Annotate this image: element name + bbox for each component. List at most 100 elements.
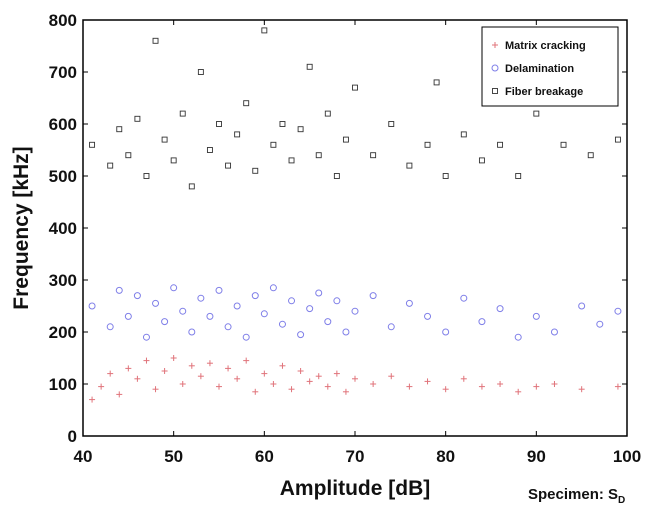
data-point-plus [533,383,540,390]
data-point-circle [242,333,250,341]
data-point-circle [550,328,558,336]
data-point-plus [161,368,168,374]
legend-label: Delamination [505,63,574,75]
legend-label: Fiber breakage [505,86,583,98]
data-point-circle [315,289,323,297]
legend-marker-plus [492,42,498,48]
data-point-square [614,136,621,143]
data-point-plus [333,370,340,377]
data-point-circle [170,284,178,292]
data-point-square [143,173,150,179]
data-point-plus [297,368,304,374]
y-axis-ticks: 0 100 200 300 400 500 600 700 800 [49,11,627,446]
data-point-plus [206,360,213,367]
data-point-plus [197,373,204,380]
data-point-plus [89,396,96,403]
data-point-square [352,84,358,91]
x-tick-label: 90 [527,447,546,466]
data-point-square [116,126,123,133]
data-point-plus [225,365,232,372]
specimen-subscript: D [618,495,625,506]
x-tick-label: 70 [346,447,365,466]
data-point-circle [106,323,114,331]
data-point-square [225,162,232,169]
data-point-plus [288,386,295,393]
data-point-circle [614,307,622,315]
data-point-square [433,79,440,86]
data-point-plus [442,386,449,393]
data-point-plus [261,370,268,377]
x-tick-label: 80 [436,447,455,466]
data-point-square [188,183,195,190]
data-point-plus [352,375,358,382]
y-tick-label: 800 [49,11,77,30]
data-point-square [279,121,286,127]
data-point-plus [179,381,186,387]
data-point-square [333,173,340,179]
data-point-plus [478,383,485,390]
data-point-circle [133,292,141,300]
data-point-plus [152,386,159,393]
data-point-plus [497,381,504,387]
data-point-square [170,157,177,164]
data-point-circle [142,333,150,341]
series-circle [88,284,622,341]
data-point-plus [134,375,141,382]
data-point-square [297,126,304,133]
data-point-plus [406,383,413,390]
data-point-circle [124,312,132,320]
data-point-plus [342,388,349,395]
data-point-circle [251,292,259,300]
data-point-square [533,110,540,117]
data-point-square [560,141,567,148]
data-point-circle [351,307,359,315]
data-point-plus [125,365,132,372]
x-tick-label: 40 [74,447,93,466]
x-axis-label: Amplitude [dB] [280,477,430,500]
data-point-square [497,141,504,148]
data-point-plus [614,383,621,390]
data-point-circle [333,297,341,305]
y-tick-label: 600 [49,115,77,134]
data-point-plus [116,391,123,398]
data-point-plus [315,373,322,380]
data-point-circle [152,299,160,307]
data-point-square [252,167,259,174]
data-point-square [125,152,132,159]
data-point-circle [288,297,296,305]
data-point-plus [515,388,522,395]
x-tick-label: 50 [164,447,183,466]
data-point-square [152,37,159,44]
data-point-plus [243,357,250,364]
data-point-circle [188,328,196,336]
data-point-circle [424,312,432,320]
data-point-circle [260,310,268,318]
data-point-circle [342,328,350,336]
data-point-circle [179,307,187,315]
data-point-plus [551,381,558,387]
data-points [88,27,622,403]
data-point-square [442,173,449,179]
data-point-square [270,141,277,148]
legend: Matrix cracking Delamination Fiber breakag… [481,26,619,107]
data-point-square [243,100,250,107]
y-tick-label: 700 [49,63,77,82]
data-point-plus [188,362,195,369]
x-tick-label: 100 [613,447,641,466]
data-point-plus [270,381,277,387]
data-point-square [587,152,594,159]
data-point-plus [306,378,313,385]
data-point-plus [324,383,331,390]
data-point-plus [107,370,114,377]
data-point-plus [388,373,395,380]
data-point-circle [197,294,205,302]
y-tick-label: 200 [49,323,77,342]
data-point-square [478,157,485,164]
legend-box [481,26,619,107]
data-point-square [134,115,141,122]
data-point-square [206,147,213,153]
data-point-square [89,141,96,148]
data-point-plus [143,357,150,364]
data-point-square [324,110,331,117]
data-point-circle [460,294,468,302]
